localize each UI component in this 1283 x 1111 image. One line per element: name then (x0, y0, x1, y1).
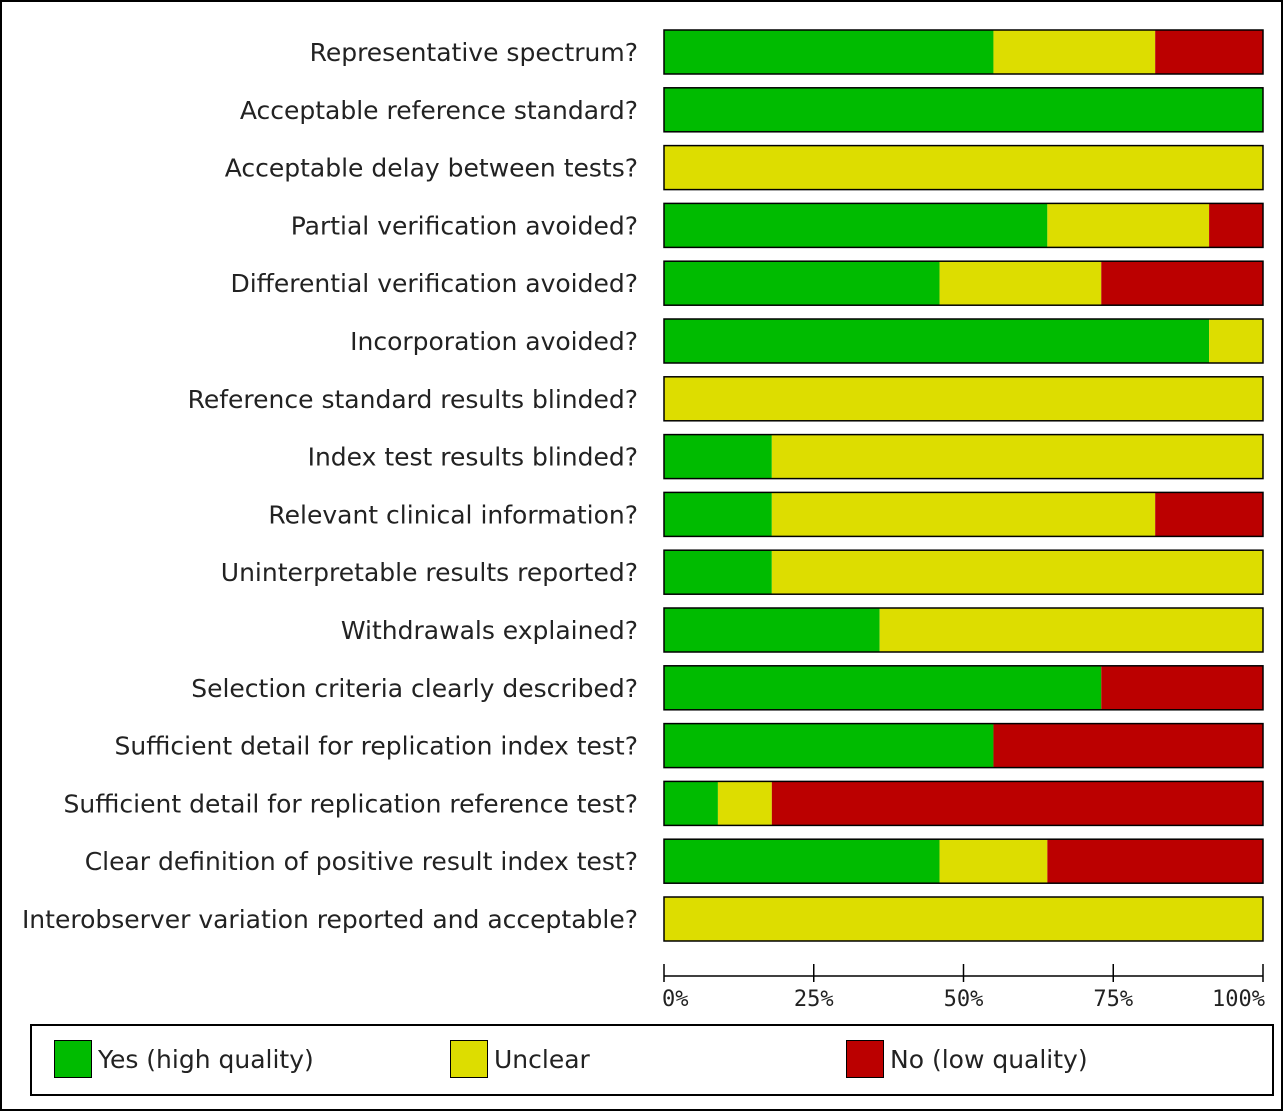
x-axis: 0% 25% 50% 75% 100% (662, 964, 1265, 1012)
bar-segment-4-2 (1101, 261, 1263, 306)
bar-segment-1-0 (664, 87, 1263, 132)
bar-outline-7 (663, 433, 1264, 480)
bar-segment-11-2 (1101, 665, 1263, 710)
bar-outline-2 (663, 144, 1264, 191)
legend: Yes (high quality) Unclear No (low quali… (30, 1024, 1274, 1096)
bar-outline-3 (663, 202, 1264, 249)
x-tick-label-4: 100% (1212, 987, 1265, 1012)
x-tick-label-3: 75% (1093, 987, 1133, 1012)
bar-segment-9-1 (771, 550, 1263, 595)
bar-outline-8 (663, 491, 1264, 538)
category-labels-group: Representative spectrum? Acceptable refer… (22, 38, 638, 934)
bar-segment-4-1 (939, 261, 1102, 306)
bar-segment-10-0 (664, 608, 880, 652)
bar-outline-10 (663, 607, 1264, 653)
bar-segment-14-1 (939, 839, 1048, 884)
bar-segment-0-1 (993, 30, 1156, 74)
bar-segment-14-0 (664, 839, 940, 884)
bar-segment-7-1 (771, 434, 1263, 479)
category-label-6: Reference standard results blinded? (188, 385, 638, 414)
category-label-10: Withdrawals explained? (341, 616, 638, 645)
x-tick-label-0: 0% (662, 987, 689, 1012)
bar-outline-5 (663, 318, 1264, 364)
category-label-8: Relevant clinical information? (268, 500, 638, 529)
bar-segment-12-0 (664, 723, 994, 768)
bar-segment-14-2 (1047, 839, 1263, 884)
bar-segment-5-1 (1209, 319, 1263, 363)
category-label-7: Index test results blinded? (308, 443, 638, 472)
bar-segment-0-2 (1155, 30, 1263, 74)
bar-segment-2-1 (664, 145, 1263, 190)
category-label-9: Uninterpretable results reported? (221, 558, 638, 587)
bar-segment-7-0 (664, 434, 772, 479)
bar-segment-4-0 (664, 261, 940, 306)
category-label-0: Representative spectrum? (310, 38, 638, 67)
bar-outline-13 (663, 780, 1264, 827)
legend-label-yes: Yes (high quality) (98, 1044, 314, 1074)
category-label-13: Sufficient detail for replication refere… (64, 789, 638, 818)
bar-outline-15 (663, 896, 1264, 942)
bar-segment-12-2 (993, 723, 1263, 768)
bar-segment-10-1 (879, 608, 1263, 652)
bar-segment-3-1 (1047, 203, 1210, 248)
category-label-14: Clear definition of positive result inde… (85, 847, 638, 876)
category-label-11: Selection criteria clearly described? (191, 674, 638, 703)
legend-item-yes: Yes (high quality) (54, 1040, 314, 1078)
category-label-15: Interobserver variation reported and acc… (22, 905, 638, 934)
bar-segment-13-1 (717, 781, 772, 826)
category-label-12: Sufficient detail for replication index … (115, 732, 638, 761)
legend-swatch-unclear (450, 1040, 488, 1078)
bar-segment-3-0 (664, 203, 1048, 248)
bar-outline-1 (663, 87, 1264, 133)
bar-segment-8-0 (664, 492, 772, 537)
bar-outline-6 (663, 376, 1264, 422)
bar-segment-15-1 (664, 897, 1263, 941)
legend-swatch-no (846, 1040, 884, 1078)
legend-item-no: No (low quality) (846, 1040, 1088, 1078)
category-label-1: Acceptable reference standard? (240, 96, 638, 125)
bar-outline-0 (663, 29, 1264, 75)
legend-label-no: No (low quality) (890, 1044, 1088, 1074)
category-label-4: Differential verification avoided? (230, 269, 638, 298)
bar-segment-11-0 (664, 665, 1102, 710)
category-label-3: Partial verification avoided? (291, 211, 638, 240)
bars-group (663, 29, 1264, 942)
legend-swatch-yes (54, 1040, 92, 1078)
bar-segment-9-0 (664, 550, 772, 595)
bar-segment-13-2 (771, 781, 1263, 826)
category-label-2: Acceptable delay between tests? (225, 154, 638, 183)
legend-item-unclear: Unclear (450, 1040, 590, 1078)
bar-outline-12 (663, 722, 1264, 769)
bar-outline-4 (663, 260, 1264, 306)
x-tick-label-2: 50% (944, 987, 984, 1012)
bar-outline-11 (663, 665, 1264, 711)
category-label-5: Incorporation avoided? (350, 327, 638, 356)
bar-segment-5-0 (664, 319, 1210, 363)
legend-label-unclear: Unclear (494, 1044, 590, 1074)
bar-outline-14 (663, 838, 1264, 884)
bar-segment-3-2 (1209, 203, 1263, 248)
x-tick-label-1: 25% (794, 987, 834, 1012)
bar-segment-6-1 (664, 376, 1263, 421)
bar-outline-9 (663, 549, 1264, 595)
bar-segment-13-0 (664, 781, 718, 826)
bar-segment-8-1 (771, 492, 1156, 537)
bar-segment-8-2 (1155, 492, 1263, 537)
bar-segment-0-0 (664, 30, 994, 74)
